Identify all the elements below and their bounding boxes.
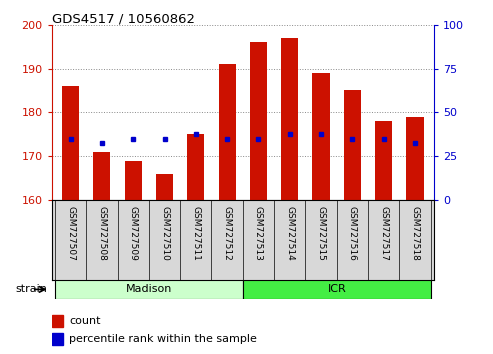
Text: GSM727515: GSM727515 [317, 206, 325, 261]
Bar [187, 134, 205, 200]
Text: count: count [69, 316, 101, 326]
Bar [406, 117, 423, 200]
Bar [344, 91, 361, 200]
Bar [313, 73, 330, 200]
Text: GSM727509: GSM727509 [129, 206, 138, 261]
Text: Madison: Madison [126, 284, 172, 295]
Bar [375, 121, 392, 200]
Text: GSM727510: GSM727510 [160, 206, 169, 261]
Bar [218, 64, 236, 200]
Bar [243, 280, 431, 299]
Text: GSM727512: GSM727512 [223, 206, 232, 261]
Bar [281, 38, 298, 200]
Text: GSM727514: GSM727514 [285, 206, 294, 261]
Bar [250, 42, 267, 200]
Text: GSM727518: GSM727518 [411, 206, 420, 261]
Text: GSM727516: GSM727516 [348, 206, 357, 261]
Text: GSM727517: GSM727517 [379, 206, 388, 261]
Bar [62, 86, 79, 200]
Text: percentile rank within the sample: percentile rank within the sample [69, 334, 257, 344]
Bar [52, 315, 63, 327]
Bar [156, 174, 173, 200]
Text: GSM727508: GSM727508 [98, 206, 106, 261]
Text: GSM727507: GSM727507 [66, 206, 75, 261]
Bar [52, 333, 63, 345]
Bar [55, 280, 243, 299]
Text: strain: strain [15, 284, 47, 295]
Text: GSM727513: GSM727513 [254, 206, 263, 261]
Text: GSM727511: GSM727511 [191, 206, 200, 261]
Text: GDS4517 / 10560862: GDS4517 / 10560862 [52, 12, 195, 25]
Bar [93, 152, 110, 200]
Bar [125, 161, 142, 200]
Text: ICR: ICR [327, 284, 346, 295]
